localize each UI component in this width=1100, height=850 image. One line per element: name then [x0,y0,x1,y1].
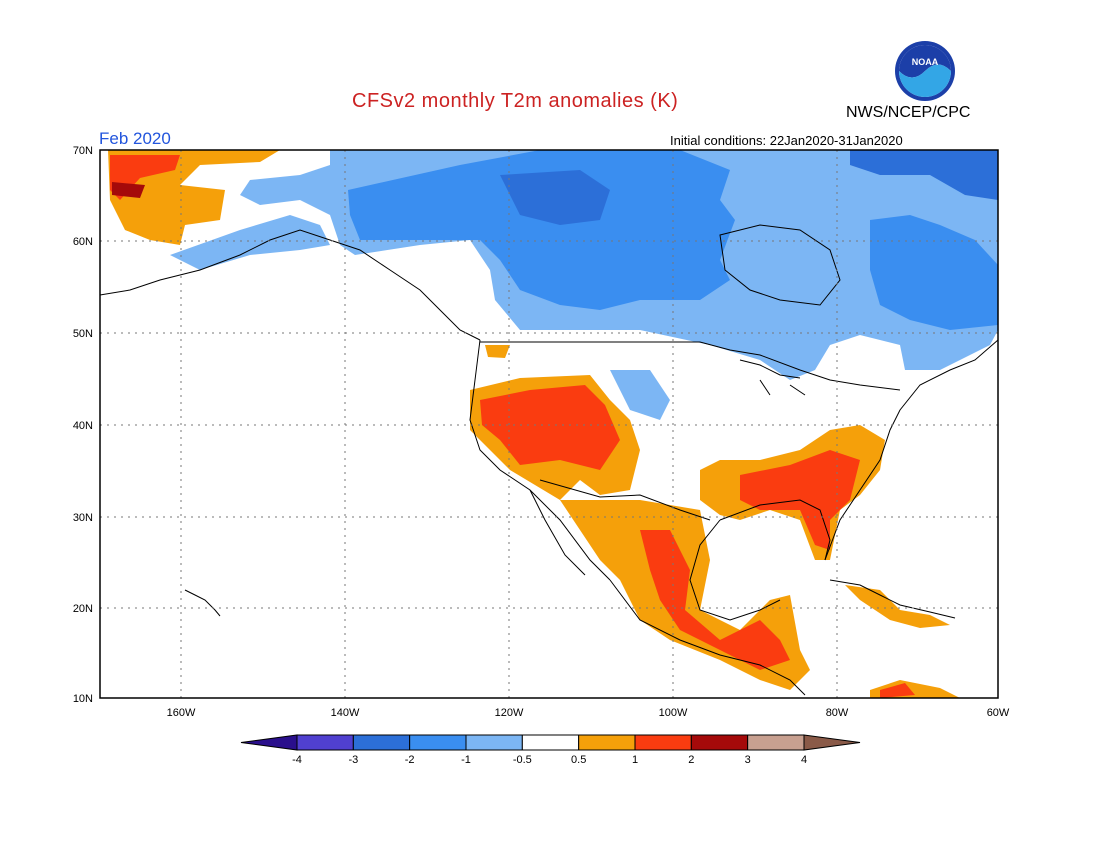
warm-anomaly-caribbean [845,585,950,628]
colorbar-swatch [521,734,580,751]
cold-anomaly-strong [348,150,735,310]
map-title: CFSv2 monthly T2m anomalies (K) [352,90,679,112]
colorbar-swatch [690,734,749,751]
colorbar-tick-label: -1 [461,754,471,766]
colorbar-swatch [352,734,411,751]
colorbar-tick-label: -3 [348,754,358,766]
lat-label: 10N [73,693,93,705]
colorbar-swatch [296,734,354,751]
cold-anomaly-core [500,170,610,225]
logo-lettering: NOAA [912,57,939,67]
cold-anomaly-northeast [850,150,998,200]
us-canada-border [480,341,901,391]
colorbar-tick-label: -0.5 [513,754,532,766]
lat-label: 20N [73,603,93,615]
cold-anomaly-plains [610,370,670,420]
mexico-pacific-coast [609,579,806,696]
lat-label: 30N [73,512,93,524]
colorbar-min-arrow [240,734,298,751]
caribbean-islands [829,579,956,619]
forecast-month: Feb 2020 [99,129,171,148]
gulf-coast-north [719,499,831,561]
colorbar-tick-label: 4 [801,754,807,766]
lon-label: 60W [987,707,1010,719]
warm-anomaly-southwest-strong [480,385,620,470]
lat-label: 70N [73,145,93,157]
gridlines [100,150,998,698]
colorbar-tick-label: 0.5 [571,754,586,766]
cold-anomaly-east [870,215,998,330]
colorbar-max-arrow [803,734,861,751]
cold-anomaly-alaska [170,215,330,270]
lat-label: 40N [73,420,93,432]
map-frame [99,149,999,699]
colorbar-swatch [634,734,692,751]
lon-label: 120W [495,707,524,719]
baja-peninsula [529,489,586,576]
colorbar-tick-label: 1 [632,754,638,766]
great-lakes [739,359,806,396]
colorbar-tick-label: 3 [745,754,751,766]
warm-anomaly-south-america-strong [880,683,915,698]
colorbar-swatch [747,734,805,751]
colorbar-swatch [578,734,636,751]
organization-label: NWS/NCEP/CPC [846,104,971,121]
lon-label: 160W [167,707,196,719]
lon-label: 100W [659,707,688,719]
atlantic-coast [824,339,999,561]
initial-conditions-label: Initial conditions: 22Jan2020-31Jan2020 [670,133,903,148]
colorbar-tick-label: -2 [405,754,415,766]
longitude-labels: 160W 140W 120W 100W 80W 60W [167,707,1010,719]
hawaii-islands [184,589,221,617]
hudson-bay [719,224,841,306]
warm-anomaly-northwest [485,345,510,358]
lon-label: 140W [331,707,360,719]
latitude-labels: 70N 60N 50N 40N 30N 20N 10N [73,145,93,705]
warm-anomaly-chukotka-core [112,182,145,198]
lat-label: 60N [73,236,93,248]
coastlines [99,224,999,696]
colorbar-tick-label: 2 [688,754,694,766]
noaa-logo: NOAA [894,40,956,102]
colorbar-legend: -4 -3 -2 -1 -0.5 0.5 1 2 3 4 [240,734,861,766]
lon-label: 80W [826,707,849,719]
anomaly-fields [108,150,998,698]
west-coast [469,339,611,581]
colorbar-swatch [409,734,467,751]
lat-label: 50N [73,328,93,340]
warm-anomaly-mexico-strong [640,530,790,670]
gulf-coast [689,519,781,621]
colorbar-swatch [465,734,523,751]
alaska-coast [99,229,481,341]
us-mexico-border [539,479,711,521]
colorbar-tick-label: -4 [292,754,302,766]
